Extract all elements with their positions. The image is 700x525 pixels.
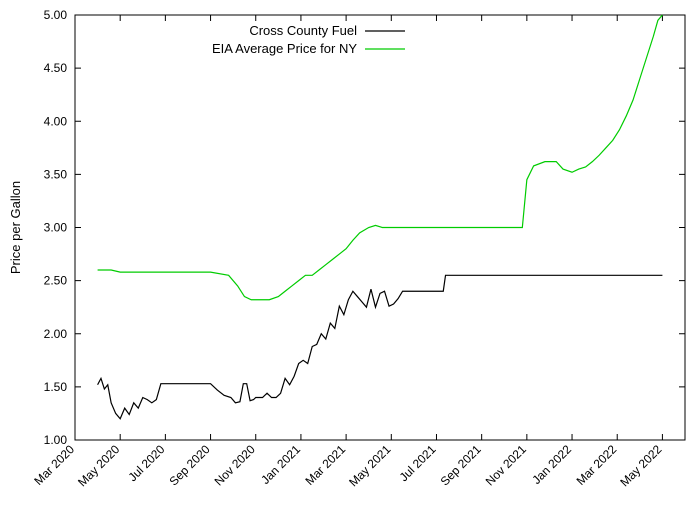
y-tick-label: 3.50 [44,167,68,181]
legend-label-0: Cross County Fuel [249,23,357,38]
y-tick-label: 2.00 [44,327,68,341]
y-tick-label: 3.00 [44,221,68,235]
y-tick-label: 4.50 [44,61,68,75]
y-axis-label: Price per Gallon [8,181,23,274]
y-tick-label: 5.00 [44,8,68,22]
legend-label-1: EIA Average Price for NY [212,41,357,56]
y-tick-label: 4.00 [44,114,68,128]
fuel-price-chart: 1.001.502.002.503.003.504.004.505.00Mar … [0,0,700,525]
y-tick-label: 1.50 [44,380,68,394]
y-tick-label: 2.50 [44,274,68,288]
